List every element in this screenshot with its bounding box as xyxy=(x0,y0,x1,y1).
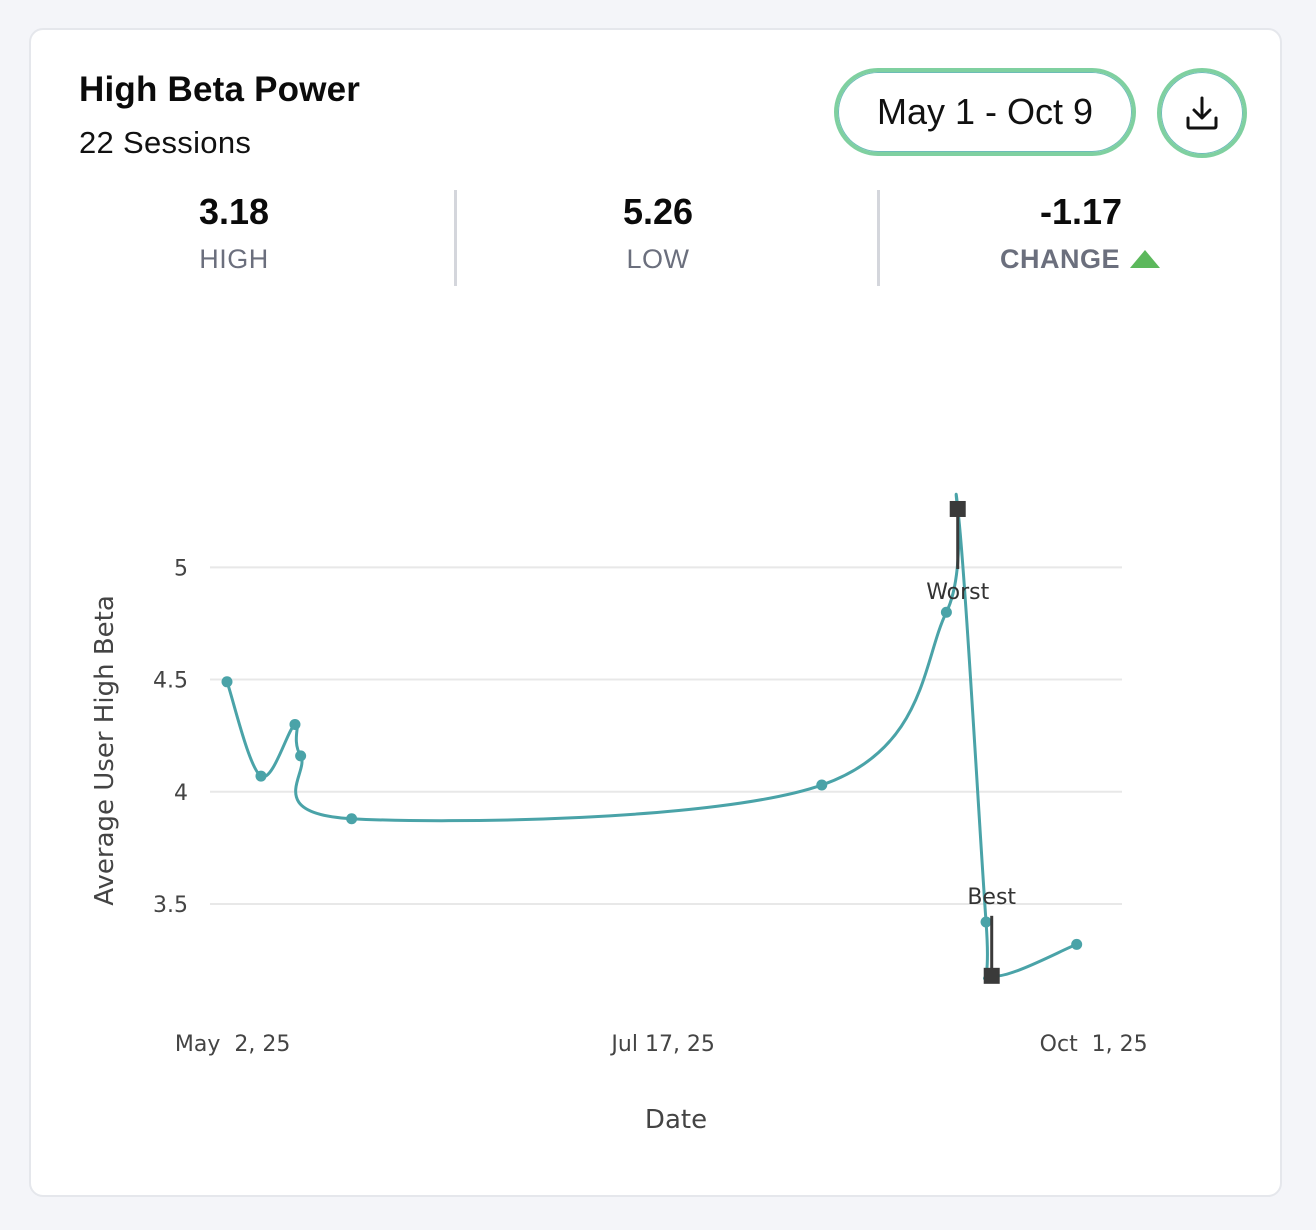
stat-change-label-row: CHANGE xyxy=(931,244,1231,275)
y-tick-label: 3.5 xyxy=(153,893,188,918)
stat-divider xyxy=(877,190,880,286)
x-tick-label: May 2, 25 xyxy=(175,1032,290,1057)
stat-divider xyxy=(454,190,457,286)
chart-card: High Beta Power 22 Sessions May 1 - Oct … xyxy=(29,28,1282,1197)
y-axis-title: Average User High Beta xyxy=(90,595,120,906)
data-point xyxy=(980,916,992,928)
data-point xyxy=(346,813,358,825)
annotation-best: Best xyxy=(967,885,1016,910)
stat-change-label: CHANGE xyxy=(999,244,1120,274)
chart-title: High Beta Power xyxy=(79,70,361,109)
x-axis-title: Date xyxy=(645,1105,707,1135)
y-tick-label: 5 xyxy=(174,556,188,581)
extreme-marker xyxy=(983,967,1000,984)
y-tick-label: 4.5 xyxy=(153,669,188,694)
x-tick-label: Oct 1, 25 xyxy=(1040,1032,1148,1057)
data-point xyxy=(255,770,267,782)
data-point xyxy=(940,606,952,618)
stat-low-label: LOW xyxy=(626,244,690,274)
stat-low: 5.26 LOW xyxy=(508,190,808,275)
up-triangle-icon xyxy=(1130,249,1160,268)
stat-high: 3.18 HIGH xyxy=(84,190,384,275)
stat-high-label: HIGH xyxy=(199,244,269,274)
stat-change-value: -1.17 xyxy=(1039,191,1123,232)
data-point xyxy=(295,750,307,762)
stat-low-value: 5.26 xyxy=(622,191,694,232)
data-point xyxy=(221,676,233,688)
extreme-marker xyxy=(949,500,966,517)
stat-change: -1.17 CHANGE xyxy=(931,190,1231,275)
download-icon xyxy=(1186,96,1218,130)
stat-high-value: 3.18 xyxy=(198,191,270,232)
date-range-button[interactable]: May 1 - Oct 9 xyxy=(834,68,1136,156)
data-point xyxy=(1071,938,1083,950)
y-tick-label: 4 xyxy=(174,781,188,806)
data-point xyxy=(816,779,828,791)
data-point xyxy=(289,718,301,730)
session-count: 22 Sessions xyxy=(79,125,252,160)
download-button[interactable] xyxy=(1157,68,1247,158)
x-tick-label: Jul 17, 25 xyxy=(609,1032,715,1057)
annotation-worst: Worst xyxy=(926,580,989,605)
